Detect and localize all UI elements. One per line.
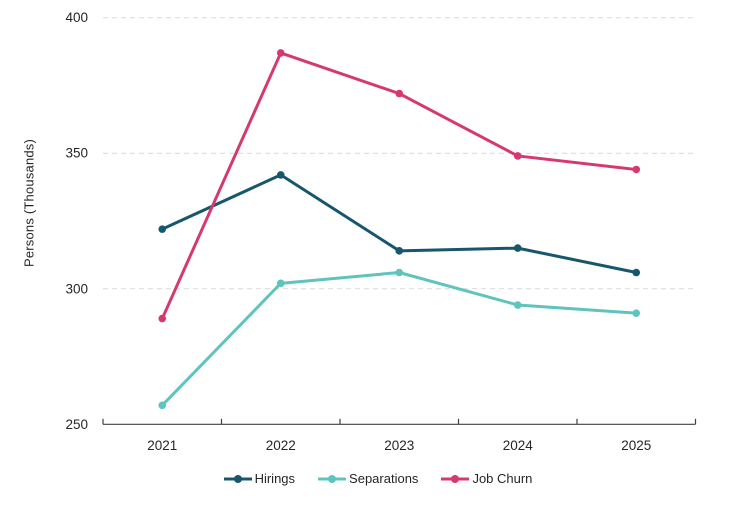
data-point-separations-2023 (395, 268, 404, 277)
y-tick-label-350: 350 (65, 146, 88, 161)
legend-label-job-churn: Job Churn (472, 471, 533, 486)
series-line-hirings (160, 173, 638, 275)
data-point-hirings-2023 (395, 247, 404, 255)
data-point-separations-2024 (513, 301, 522, 309)
data-point-job-churn-2021 (158, 314, 167, 323)
data-point-job-churn-2025 (632, 165, 641, 174)
data-point-hirings-2025 (632, 268, 641, 277)
legend-label-separations: Separations (349, 471, 419, 486)
x-tick-label-2021: 2021 (147, 438, 177, 453)
legend-item-separations: Separations (317, 471, 418, 486)
x-tick-label-2022: 2022 (266, 438, 296, 453)
legend: Hirings Separations Job Churn (0, 471, 755, 486)
legend-item-hirings: Hirings (223, 471, 295, 486)
legend-item-job-churn: Job Churn (440, 471, 532, 486)
series-line-separations (160, 271, 638, 407)
x-tick-label-2025: 2025 (621, 438, 651, 453)
y-axis-title: Persons (Thousands) (21, 138, 37, 268)
data-point-hirings-2021 (158, 225, 167, 233)
x-tick-label-2023: 2023 (384, 438, 414, 453)
x-tick-label-2024: 2024 (503, 438, 534, 453)
data-point-job-churn-2024 (513, 152, 522, 160)
data-point-separations-2022 (276, 279, 285, 288)
data-point-separations-2021 (158, 401, 167, 410)
y-tick-label-400: 400 (65, 10, 88, 25)
data-point-job-churn-2022 (276, 49, 285, 57)
legend-marker-separations-icon (318, 474, 347, 483)
y-tick-label-300: 300 (65, 281, 88, 296)
legend-marker-job-churn-icon (441, 474, 470, 483)
y-tick-label-250: 250 (65, 417, 88, 432)
data-point-separations-2025 (632, 309, 641, 317)
data-point-job-churn-2023 (395, 89, 404, 98)
legend-marker-hirings-icon (223, 474, 252, 483)
data-point-hirings-2024 (513, 244, 522, 252)
data-point-hirings-2022 (276, 171, 285, 179)
legend-label-hirings: Hirings (254, 471, 296, 486)
